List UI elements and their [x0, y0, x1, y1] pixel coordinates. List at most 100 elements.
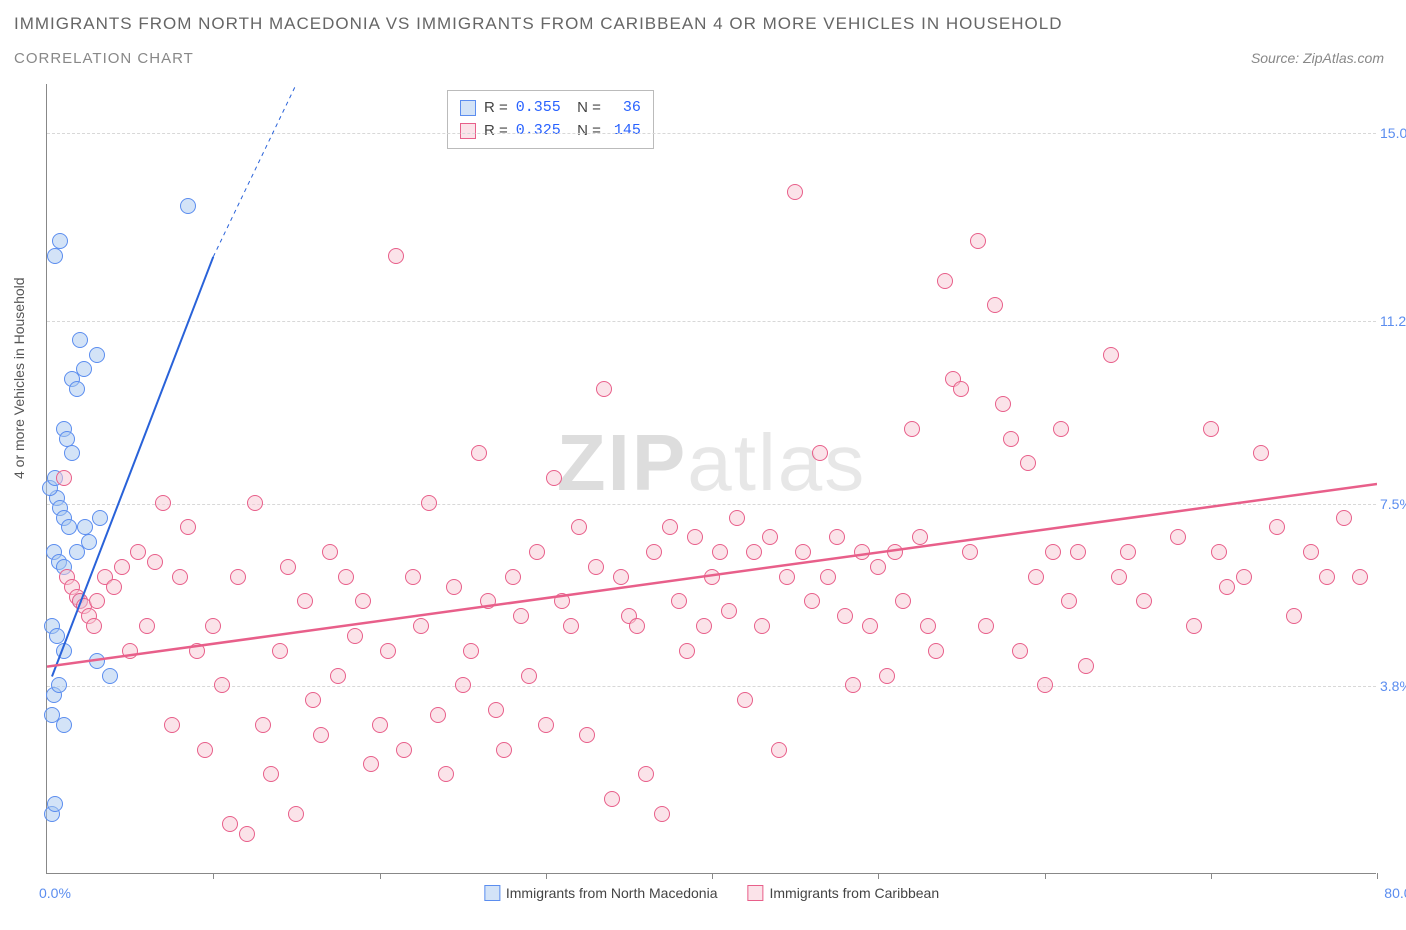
data-point-caribbean — [471, 445, 487, 461]
data-point-macedonia — [89, 653, 105, 669]
x-axis-max-label: 80.0% — [1384, 885, 1406, 901]
data-point-caribbean — [712, 544, 728, 560]
data-point-caribbean — [1170, 529, 1186, 545]
data-point-caribbean — [322, 544, 338, 560]
data-point-caribbean — [164, 717, 180, 733]
legend-n-value: 36 — [609, 97, 641, 120]
data-point-caribbean — [363, 756, 379, 772]
series-legend: Immigrants from North MacedoniaImmigrant… — [484, 885, 939, 901]
data-point-caribbean — [438, 766, 454, 782]
data-point-caribbean — [197, 742, 213, 758]
data-point-caribbean — [1037, 677, 1053, 693]
data-point-caribbean — [762, 529, 778, 545]
data-point-caribbean — [172, 569, 188, 585]
correlation-legend: R = 0.355 N = 36R = 0.325 N = 145 — [447, 90, 654, 149]
data-point-caribbean — [1219, 579, 1235, 595]
data-point-caribbean — [388, 248, 404, 264]
data-point-macedonia — [56, 643, 72, 659]
data-point-caribbean — [887, 544, 903, 560]
data-point-caribbean — [380, 643, 396, 659]
data-point-caribbean — [263, 766, 279, 782]
data-point-caribbean — [654, 806, 670, 822]
data-point-caribbean — [604, 791, 620, 807]
data-point-caribbean — [280, 559, 296, 575]
data-point-caribbean — [1319, 569, 1335, 585]
data-point-caribbean — [787, 184, 803, 200]
legend-label: Immigrants from North Macedonia — [506, 885, 718, 901]
data-point-caribbean — [1003, 431, 1019, 447]
data-point-caribbean — [1078, 658, 1094, 674]
data-point-caribbean — [563, 618, 579, 634]
data-point-caribbean — [837, 608, 853, 624]
data-point-caribbean — [106, 579, 122, 595]
data-point-caribbean — [155, 495, 171, 511]
data-point-caribbean — [413, 618, 429, 634]
data-point-caribbean — [588, 559, 604, 575]
data-point-caribbean — [313, 727, 329, 743]
data-point-caribbean — [613, 569, 629, 585]
data-point-caribbean — [1103, 347, 1119, 363]
data-point-caribbean — [1186, 618, 1202, 634]
data-point-caribbean — [463, 643, 479, 659]
data-point-caribbean — [804, 593, 820, 609]
data-point-caribbean — [1203, 421, 1219, 437]
data-point-caribbean — [488, 702, 504, 718]
legend-n-label: N = — [569, 120, 601, 143]
data-point-macedonia — [69, 381, 85, 397]
legend-row-caribbean: R = 0.325 N = 145 — [460, 120, 641, 143]
legend-swatch — [748, 885, 764, 901]
data-point-caribbean — [330, 668, 346, 684]
data-point-caribbean — [987, 297, 1003, 313]
data-point-macedonia — [102, 668, 118, 684]
data-point-macedonia — [72, 332, 88, 348]
data-point-macedonia — [52, 233, 68, 249]
data-point-caribbean — [86, 618, 102, 634]
data-point-caribbean — [962, 544, 978, 560]
legend-n-label: N = — [569, 97, 601, 120]
data-point-caribbean — [305, 692, 321, 708]
source-attribution: Source: ZipAtlas.com — [1251, 50, 1384, 66]
data-point-caribbean — [455, 677, 471, 693]
data-point-caribbean — [1211, 544, 1227, 560]
data-point-caribbean — [1012, 643, 1028, 659]
data-point-caribbean — [255, 717, 271, 733]
data-point-caribbean — [1336, 510, 1352, 526]
data-point-caribbean — [795, 544, 811, 560]
data-point-caribbean — [272, 643, 288, 659]
data-point-caribbean — [820, 569, 836, 585]
data-point-caribbean — [130, 544, 146, 560]
data-point-caribbean — [829, 529, 845, 545]
data-point-caribbean — [205, 618, 221, 634]
data-point-caribbean — [1053, 421, 1069, 437]
data-point-caribbean — [1061, 593, 1077, 609]
gridline — [47, 686, 1376, 687]
data-point-macedonia — [59, 431, 75, 447]
data-point-macedonia — [89, 347, 105, 363]
data-point-caribbean — [721, 603, 737, 619]
data-point-macedonia — [180, 198, 196, 214]
data-point-caribbean — [546, 470, 562, 486]
data-point-caribbean — [355, 593, 371, 609]
data-point-macedonia — [51, 677, 67, 693]
data-point-caribbean — [288, 806, 304, 822]
data-point-macedonia — [92, 510, 108, 526]
data-point-caribbean — [646, 544, 662, 560]
watermark-light: atlas — [687, 418, 866, 507]
data-point-caribbean — [239, 826, 255, 842]
data-point-caribbean — [372, 717, 388, 733]
data-point-caribbean — [89, 593, 105, 609]
data-point-caribbean — [338, 569, 354, 585]
data-point-caribbean — [538, 717, 554, 733]
data-point-caribbean — [970, 233, 986, 249]
data-point-caribbean — [56, 470, 72, 486]
data-point-caribbean — [554, 593, 570, 609]
chart-title: IMMIGRANTS FROM NORTH MACEDONIA VS IMMIG… — [14, 14, 1063, 34]
data-point-caribbean — [1352, 569, 1368, 585]
bottom-legend-item: Immigrants from North Macedonia — [484, 885, 718, 901]
data-point-caribbean — [571, 519, 587, 535]
y-tick-label: 15.0% — [1380, 125, 1406, 141]
data-point-caribbean — [405, 569, 421, 585]
data-point-macedonia — [47, 248, 63, 264]
data-point-macedonia — [47, 796, 63, 812]
data-point-caribbean — [1286, 608, 1302, 624]
